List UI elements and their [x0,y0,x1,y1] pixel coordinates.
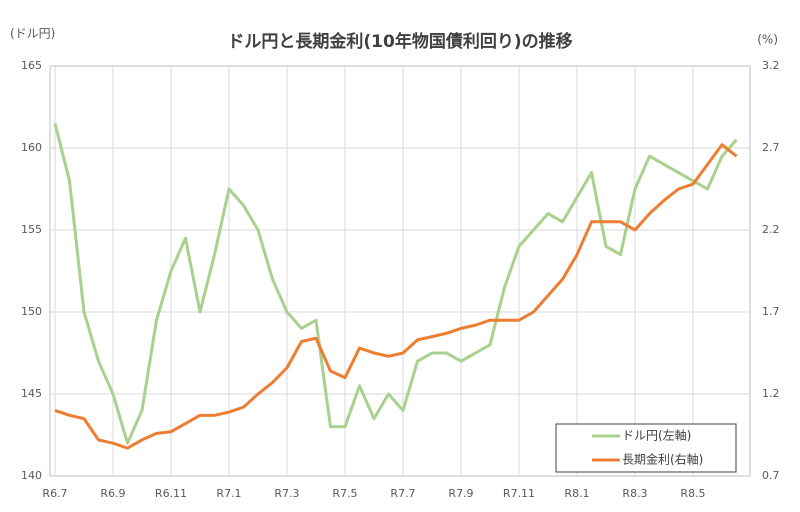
y2-tick-label: 1.2 [762,387,780,400]
x-tick-label: R7.7 [390,487,415,500]
plot-border [49,65,751,477]
x-tick-label: R7.3 [274,487,299,500]
y2-tick-label: 0.7 [762,469,780,482]
y-tick-label: 160 [21,141,42,154]
legend-box [555,423,737,473]
y2-axis-unit: (%) [757,33,778,47]
legend-label: ドル円(左軸) [622,428,691,443]
x-tick-label: R7.9 [448,487,473,500]
y-tick-label: 165 [21,59,42,72]
y2-tick-label: 2.7 [762,141,780,154]
x-tick-label: R8.1 [564,487,589,500]
y-axis-unit: (ドル円) [10,27,55,41]
data-line [54,143,738,450]
chart-title: ドル円と長期金利(10年物国債利回り)の推移 [227,31,572,52]
x-tick-label: R6.11 [155,487,187,500]
x-tick-label: R8.5 [680,487,705,500]
y-tick-label: 140 [21,469,42,482]
y-tick-label: 150 [21,305,42,318]
x-tick-label: R6.9 [100,487,125,500]
y-tick-label: 145 [21,387,42,400]
data-line [53,123,738,445]
x-tick-label: R8.3 [622,487,647,500]
x-tick-label: R7.5 [332,487,357,500]
x-tick-label: R7.1 [216,487,241,500]
y2-tick-label: 2.2 [762,223,780,236]
y2-tick-label: 1.7 [762,305,780,318]
x-tick-label: R6.7 [42,487,67,500]
x-tick-label: R7.11 [503,487,535,500]
y-tick-label: 155 [21,223,42,236]
y2-tick-label: 3.2 [762,59,780,72]
legend-label: 長期金利(右軸) [622,452,703,467]
